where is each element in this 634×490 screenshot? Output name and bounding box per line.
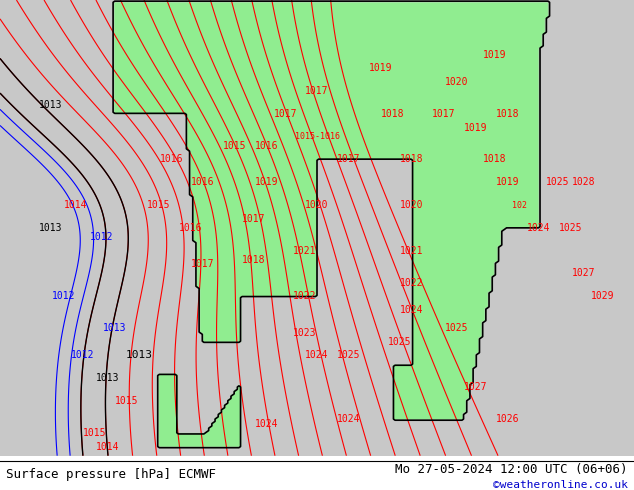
Text: 1019: 1019	[482, 49, 507, 60]
Text: 1025: 1025	[559, 223, 583, 233]
Text: 1012: 1012	[51, 291, 75, 301]
Text: 1019: 1019	[463, 122, 488, 133]
Text: 1020: 1020	[400, 200, 424, 210]
Text: 1021: 1021	[292, 245, 316, 256]
Text: 1019: 1019	[254, 177, 278, 187]
Text: 1013: 1013	[102, 323, 126, 333]
Text: 1016: 1016	[254, 141, 278, 151]
Text: 1014: 1014	[96, 441, 120, 452]
Text: 1018: 1018	[400, 154, 424, 165]
Text: 1029: 1029	[590, 291, 614, 301]
Text: 1015: 1015	[223, 141, 247, 151]
Text: Surface pressure [hPa] ECMWF: Surface pressure [hPa] ECMWF	[6, 468, 216, 481]
Text: 1020: 1020	[444, 77, 469, 87]
Text: 1017: 1017	[191, 259, 215, 270]
Text: 1017: 1017	[242, 214, 266, 224]
Text: 1024: 1024	[254, 419, 278, 429]
Text: 1027: 1027	[571, 269, 595, 278]
Text: Mo 27-05-2024 12:00 UTC (06+06): Mo 27-05-2024 12:00 UTC (06+06)	[395, 463, 628, 476]
Text: 1017: 1017	[273, 109, 297, 119]
Text: 1023: 1023	[292, 328, 316, 338]
Text: 1027: 1027	[463, 382, 488, 392]
Text: 1019: 1019	[368, 63, 392, 74]
Text: 1014: 1014	[64, 200, 88, 210]
Text: 1017: 1017	[337, 154, 361, 165]
Text: 1018: 1018	[482, 154, 507, 165]
Text: 1015: 1015	[146, 200, 171, 210]
Text: 1013: 1013	[39, 223, 63, 233]
Text: 1012: 1012	[70, 350, 94, 361]
Text: 1016: 1016	[159, 154, 183, 165]
Text: 1024: 1024	[337, 414, 361, 424]
Text: 1026: 1026	[495, 414, 519, 424]
Text: 1018: 1018	[495, 109, 519, 119]
Text: 1013: 1013	[96, 373, 120, 383]
Text: 1017: 1017	[305, 86, 329, 96]
Text: 1017: 1017	[432, 109, 456, 119]
Text: 1012: 1012	[89, 232, 113, 242]
Text: 1024: 1024	[305, 350, 329, 361]
Text: 1019: 1019	[495, 177, 519, 187]
Text: 1015: 1015	[115, 396, 139, 406]
Text: 1022: 1022	[292, 291, 316, 301]
Text: 1024: 1024	[400, 305, 424, 315]
Text: 1025: 1025	[444, 323, 469, 333]
Text: 1015-1016: 1015-1016	[295, 132, 339, 141]
Text: 1018: 1018	[381, 109, 405, 119]
Text: 1024: 1024	[527, 223, 551, 233]
Text: 1025: 1025	[387, 337, 411, 347]
Text: 1015: 1015	[83, 428, 107, 438]
Text: 1016: 1016	[191, 177, 215, 187]
Text: 1021: 1021	[400, 245, 424, 256]
Text: 102: 102	[512, 200, 527, 210]
Text: 1013: 1013	[126, 350, 153, 361]
Text: 1016: 1016	[178, 223, 202, 233]
Text: 1028: 1028	[571, 177, 595, 187]
Text: 1025: 1025	[337, 350, 361, 361]
Text: 1020: 1020	[305, 200, 329, 210]
Text: 1013: 1013	[39, 100, 63, 110]
Text: 1025: 1025	[546, 177, 570, 187]
Text: ©weatheronline.co.uk: ©weatheronline.co.uk	[493, 480, 628, 490]
Text: 1022: 1022	[400, 277, 424, 288]
Text: 1018: 1018	[242, 255, 266, 265]
